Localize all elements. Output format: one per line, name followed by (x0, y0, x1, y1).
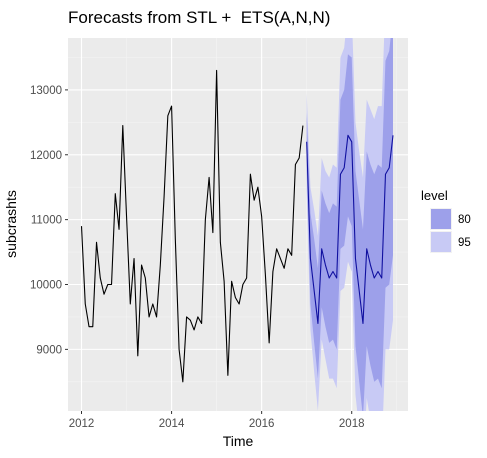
chart-title: Forecasts from STL + ETS(A,N,N) (68, 8, 331, 27)
y-tick-label: 13000 (30, 85, 62, 97)
band-80 (306, 38, 393, 411)
y-tick-label: 10000 (30, 280, 62, 292)
legend-swatch-80 (431, 209, 451, 229)
forecast-mean-line (306, 134, 394, 324)
x-tick-label: 2016 (249, 418, 275, 430)
legend-swatch-95 (431, 232, 451, 252)
legend: level 80 95 (421, 188, 471, 253)
legend-label-80: 80 (458, 214, 471, 226)
legend-label-95: 95 (458, 237, 471, 249)
y-tick-label: 11000 (31, 215, 62, 227)
series-lines (80, 69, 394, 383)
history-line (80, 69, 304, 383)
forecast-bands (306, 38, 393, 411)
x-axis-label: Time (223, 433, 254, 449)
y-axis: 9000 10000 11000 12000 13000 (30, 85, 68, 356)
x-axis: 2012 2014 2016 2018 (69, 411, 365, 430)
x-tick-label: 2012 (69, 418, 95, 430)
legend-title: level (421, 188, 448, 203)
y-tick-label: 9000 (36, 344, 62, 356)
x-tick-label: 2018 (339, 418, 365, 430)
y-axis-label: subcrashts (3, 190, 19, 258)
x-tick-label: 2014 (159, 418, 185, 430)
y-tick-label: 12000 (30, 150, 62, 162)
